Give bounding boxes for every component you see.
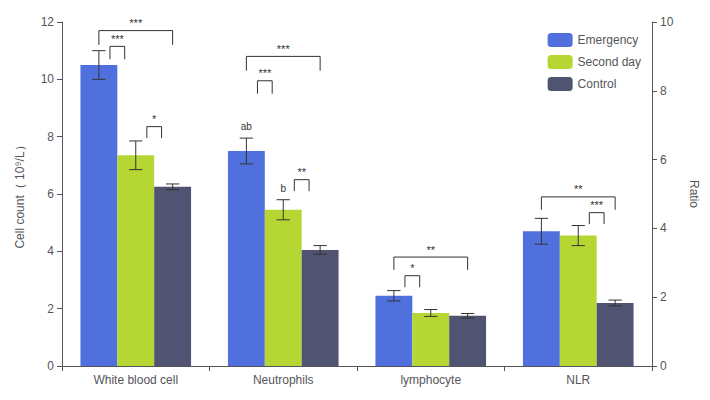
svg-text:lymphocyte: lymphocyte bbox=[400, 373, 461, 387]
svg-text:**: ** bbox=[574, 183, 583, 195]
svg-text:***: *** bbox=[258, 67, 272, 79]
svg-text:*: * bbox=[410, 262, 415, 274]
svg-text:Cell count（ 10⁹/L）: Cell count（ 10⁹/L） bbox=[13, 139, 27, 248]
svg-text:b: b bbox=[280, 183, 286, 194]
svg-text:8: 8 bbox=[660, 84, 667, 98]
svg-text:Control: Control bbox=[578, 77, 617, 91]
svg-text:***: *** bbox=[129, 17, 143, 29]
svg-text:10: 10 bbox=[660, 15, 674, 29]
svg-text:*: * bbox=[152, 113, 157, 125]
svg-text:4: 4 bbox=[660, 221, 667, 235]
svg-text:2: 2 bbox=[47, 302, 54, 316]
svg-text:Neutrophils: Neutrophils bbox=[253, 373, 314, 387]
svg-text:0: 0 bbox=[660, 359, 667, 373]
svg-text:8: 8 bbox=[47, 130, 54, 144]
svg-text:**: ** bbox=[297, 166, 306, 178]
svg-text:White blood cell: White blood cell bbox=[93, 373, 178, 387]
svg-text:4: 4 bbox=[47, 244, 54, 258]
svg-text:**: ** bbox=[426, 244, 435, 256]
svg-text:Ratio: Ratio bbox=[687, 180, 701, 208]
svg-text:6: 6 bbox=[47, 187, 54, 201]
svg-text:2: 2 bbox=[660, 290, 667, 304]
svg-text:10: 10 bbox=[41, 72, 55, 86]
svg-text:12: 12 bbox=[41, 15, 55, 29]
svg-text:6: 6 bbox=[660, 153, 667, 167]
svg-text:ab: ab bbox=[241, 121, 253, 132]
svg-text:0: 0 bbox=[47, 359, 54, 373]
svg-text:***: *** bbox=[277, 43, 291, 55]
svg-text:***: *** bbox=[590, 199, 604, 211]
svg-text:NLR: NLR bbox=[566, 373, 590, 387]
svg-text:Second day: Second day bbox=[578, 55, 641, 69]
svg-text:***: *** bbox=[111, 33, 125, 45]
svg-text:Emergency: Emergency bbox=[578, 33, 639, 47]
